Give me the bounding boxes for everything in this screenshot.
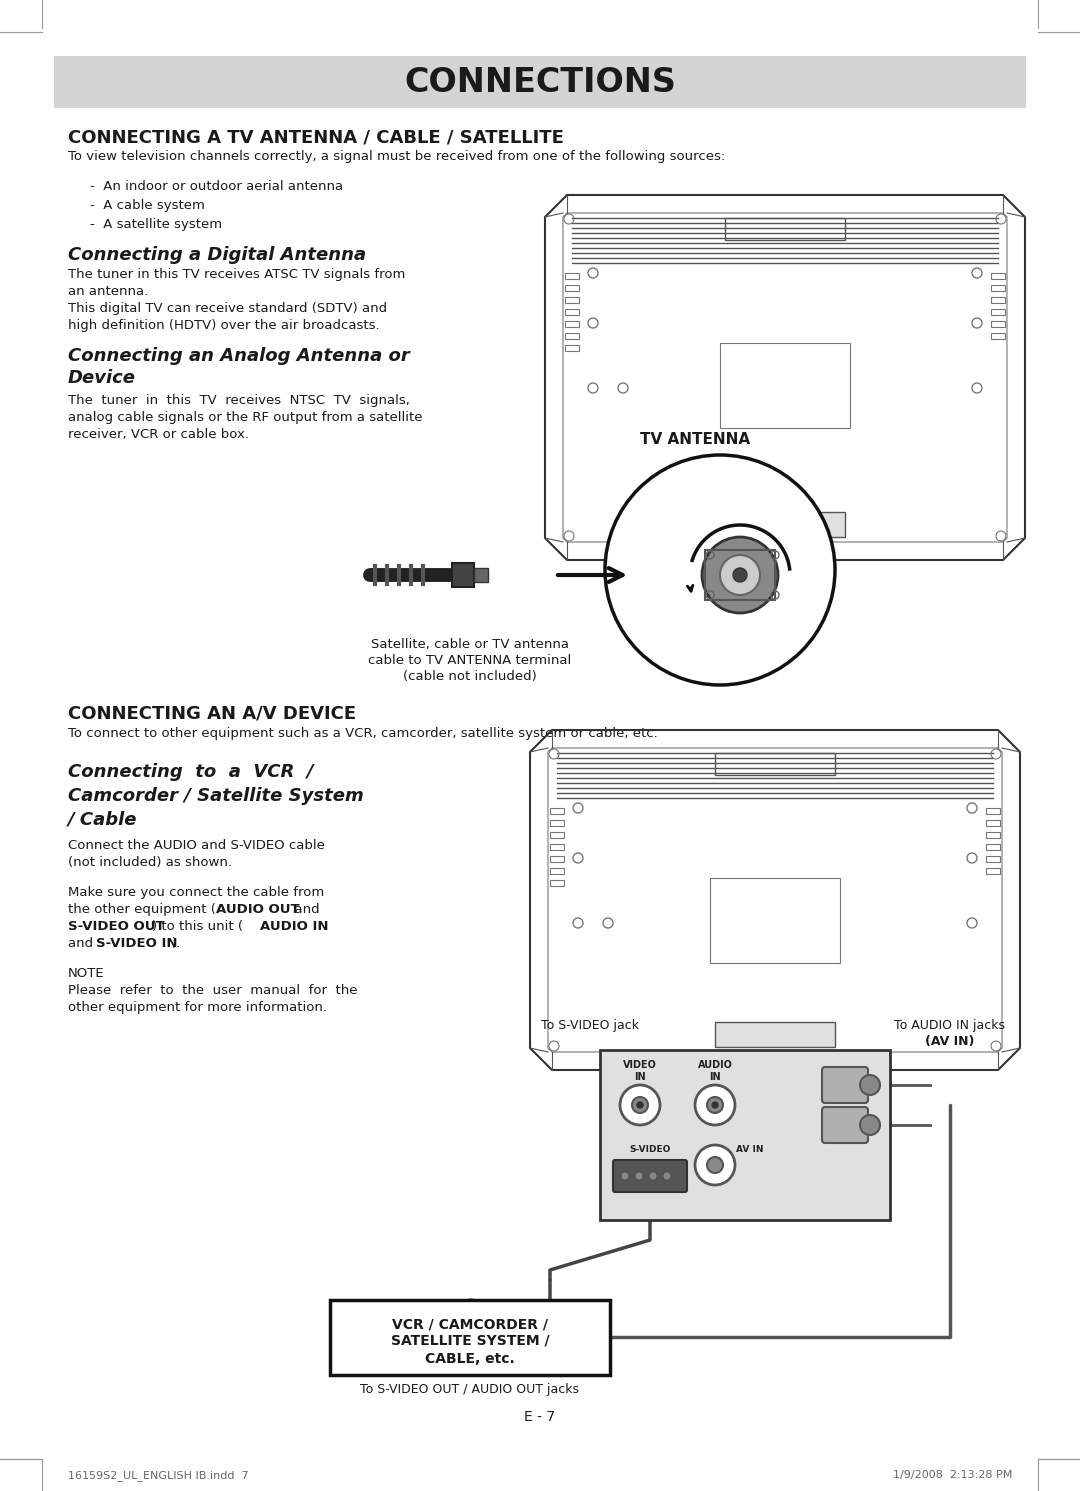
FancyBboxPatch shape	[453, 564, 474, 587]
Circle shape	[663, 1172, 671, 1179]
Circle shape	[702, 537, 778, 613]
Text: To view television channels correctly, a signal must be received from one of the: To view television channels correctly, a…	[68, 151, 726, 163]
FancyBboxPatch shape	[715, 1021, 835, 1047]
Text: NOTE: NOTE	[68, 968, 105, 980]
FancyBboxPatch shape	[822, 1106, 868, 1144]
Text: Connecting an Analog Antenna or: Connecting an Analog Antenna or	[68, 347, 409, 365]
FancyBboxPatch shape	[613, 1160, 687, 1191]
Circle shape	[635, 1172, 643, 1179]
Text: receiver, VCR or cable box.: receiver, VCR or cable box.	[68, 428, 249, 441]
FancyBboxPatch shape	[822, 1068, 868, 1103]
Circle shape	[621, 1172, 629, 1179]
Text: S-VIDEO IN: S-VIDEO IN	[96, 936, 177, 950]
Circle shape	[605, 455, 835, 684]
Text: (cable not included): (cable not included)	[403, 669, 537, 683]
Circle shape	[860, 1115, 880, 1135]
Text: This digital TV can receive standard (SDTV) and: This digital TV can receive standard (SD…	[68, 303, 387, 315]
Text: -  A cable system: - A cable system	[90, 198, 205, 212]
Text: To S-VIDEO jack: To S-VIDEO jack	[541, 1018, 639, 1032]
Text: CONNECTING AN A/V DEVICE: CONNECTING AN A/V DEVICE	[68, 705, 356, 723]
Circle shape	[733, 568, 747, 581]
Text: analog cable signals or the RF output from a satellite: analog cable signals or the RF output fr…	[68, 412, 422, 423]
Text: Please  refer  to  the  user  manual  for  the: Please refer to the user manual for the	[68, 984, 357, 997]
Circle shape	[712, 1102, 718, 1108]
Text: other equipment for more information.: other equipment for more information.	[68, 1000, 327, 1014]
Text: VIDEO: VIDEO	[623, 1060, 657, 1071]
Circle shape	[720, 555, 760, 595]
Text: 1/9/2008  2:13:28 PM: 1/9/2008 2:13:28 PM	[893, 1470, 1012, 1481]
Text: high definition (HDTV) over the air broadcasts.: high definition (HDTV) over the air broa…	[68, 319, 380, 332]
Text: CONNECTIONS: CONNECTIONS	[404, 67, 676, 100]
Text: The  tuner  in  this  TV  receives  NTSC  TV  signals,: The tuner in this TV receives NTSC TV si…	[68, 394, 410, 407]
Text: S-VIDEO: S-VIDEO	[630, 1145, 671, 1154]
FancyBboxPatch shape	[600, 1050, 890, 1220]
Text: ).: ).	[172, 936, 181, 950]
Text: (AV IN): (AV IN)	[926, 1035, 974, 1048]
FancyArrowPatch shape	[557, 568, 622, 581]
Text: CABLE, etc.: CABLE, etc.	[426, 1352, 515, 1366]
Text: To S-VIDEO OUT / AUDIO OUT jacks: To S-VIDEO OUT / AUDIO OUT jacks	[361, 1384, 580, 1396]
Text: -  A satellite system: - A satellite system	[90, 218, 222, 231]
Text: To connect to other equipment such as a VCR, camcorder, satellite system or cabl: To connect to other equipment such as a …	[68, 728, 658, 740]
Circle shape	[632, 1097, 648, 1112]
Text: Connecting  to  a  VCR  /: Connecting to a VCR /	[68, 763, 313, 781]
Text: IN: IN	[710, 1072, 720, 1082]
Text: E - 7: E - 7	[525, 1410, 555, 1424]
Circle shape	[707, 1157, 723, 1173]
Text: -  An indoor or outdoor aerial antenna: - An indoor or outdoor aerial antenna	[90, 180, 343, 192]
Text: 16159S2_UL_ENGLISH IB.indd  7: 16159S2_UL_ENGLISH IB.indd 7	[68, 1470, 248, 1481]
Text: / Cable: / Cable	[68, 811, 137, 829]
Text: Device: Device	[68, 368, 136, 388]
FancyBboxPatch shape	[725, 511, 845, 537]
Text: VCR / CAMCORDER /: VCR / CAMCORDER /	[392, 1318, 548, 1331]
Text: AUDIO IN: AUDIO IN	[260, 920, 328, 933]
Text: ) to this unit (: ) to this unit (	[152, 920, 243, 933]
FancyBboxPatch shape	[474, 568, 488, 581]
Text: Connecting a Digital Antenna: Connecting a Digital Antenna	[68, 246, 366, 264]
Circle shape	[620, 1085, 660, 1126]
Text: Satellite, cable or TV antenna: Satellite, cable or TV antenna	[372, 638, 569, 652]
Circle shape	[696, 1145, 735, 1185]
Circle shape	[649, 1172, 657, 1179]
Text: (not included) as shown.: (not included) as shown.	[68, 856, 232, 869]
Text: AV IN: AV IN	[737, 1145, 764, 1154]
FancyBboxPatch shape	[54, 57, 1026, 107]
Text: S-VIDEO OUT: S-VIDEO OUT	[68, 920, 164, 933]
Text: Connect the AUDIO and S-VIDEO cable: Connect the AUDIO and S-VIDEO cable	[68, 839, 325, 851]
Circle shape	[637, 1102, 643, 1108]
FancyBboxPatch shape	[330, 1300, 610, 1375]
Text: Camcorder / Satellite System: Camcorder / Satellite System	[68, 787, 364, 805]
Circle shape	[860, 1075, 880, 1094]
Text: AUDIO: AUDIO	[698, 1060, 732, 1071]
Text: TV ANTENNA: TV ANTENNA	[640, 432, 751, 447]
Text: SATELLITE SYSTEM /: SATELLITE SYSTEM /	[391, 1334, 550, 1348]
Text: CONNECTING A TV ANTENNA / CABLE / SATELLITE: CONNECTING A TV ANTENNA / CABLE / SATELL…	[68, 128, 564, 146]
Text: an antenna.: an antenna.	[68, 285, 148, 298]
Circle shape	[707, 1097, 723, 1112]
Text: To AUDIO IN jacks: To AUDIO IN jacks	[894, 1018, 1005, 1032]
Text: Make sure you connect the cable from: Make sure you connect the cable from	[68, 886, 324, 899]
Text: and: and	[286, 904, 320, 915]
Text: the other equipment (: the other equipment (	[68, 904, 216, 915]
Text: and: and	[68, 936, 97, 950]
Text: IN: IN	[634, 1072, 646, 1082]
Text: AUDIO OUT: AUDIO OUT	[216, 904, 299, 915]
Circle shape	[696, 1085, 735, 1126]
Text: cable to TV ANTENNA terminal: cable to TV ANTENNA terminal	[368, 655, 571, 666]
Text: The tuner in this TV receives ATSC TV signals from: The tuner in this TV receives ATSC TV si…	[68, 268, 405, 280]
